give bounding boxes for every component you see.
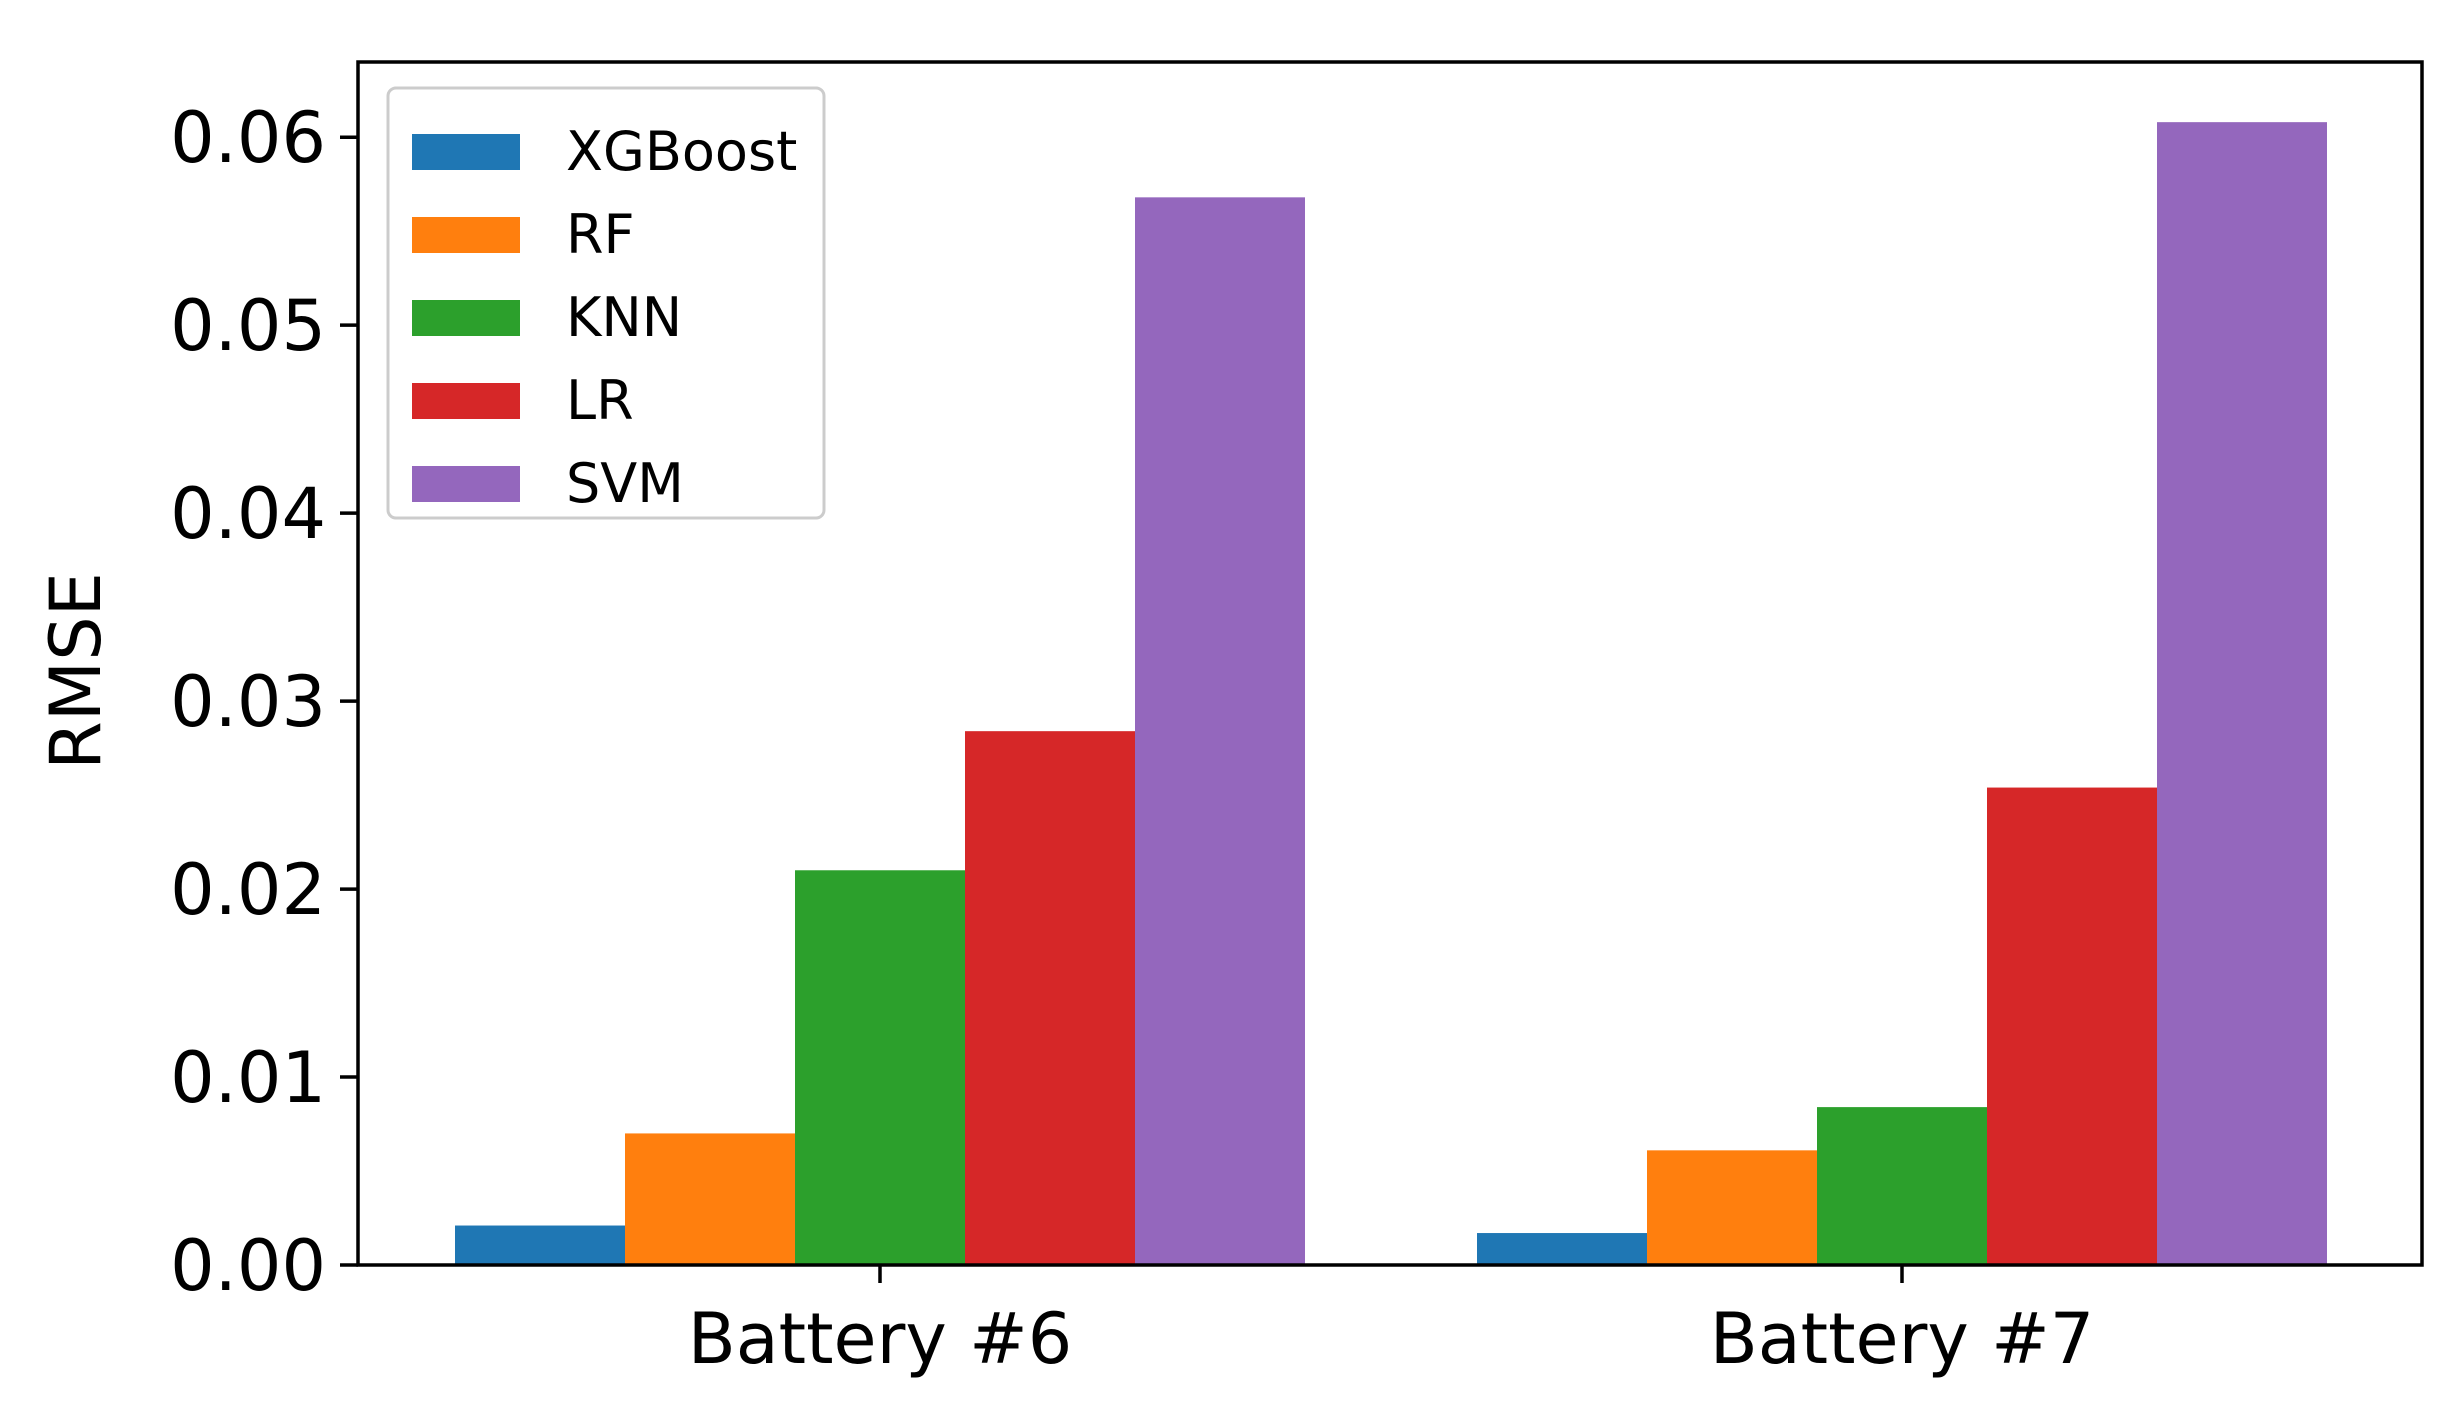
legend: XGBoost RF KNN LR SVM: [386, 86, 826, 520]
x-tick-label: Battery #7: [1710, 1298, 2095, 1380]
y-tick-label: 0.06: [170, 97, 326, 179]
bar-rf-2: [1647, 1150, 1817, 1265]
y-tick-label: 0.03: [170, 661, 326, 743]
bar-svm-2: [2157, 122, 2327, 1265]
bar-knn-1: [795, 870, 965, 1265]
bar-xgboost-2: [1477, 1233, 1647, 1265]
bars-group: [455, 122, 2327, 1265]
legend-label-rf: RF: [566, 203, 635, 266]
bar-knn-2: [1817, 1107, 1987, 1265]
legend-swatch-svm: [412, 466, 520, 502]
axes-group: [356, 60, 2424, 1267]
bar-lr-2: [1987, 787, 2157, 1265]
legend-swatch-knn: [412, 300, 520, 336]
y-tick-label: 0.04: [170, 473, 326, 555]
x-tick-label: Battery #6: [688, 1298, 1073, 1380]
bar-xgboost-1: [455, 1225, 625, 1265]
legend-swatch-lr: [412, 383, 520, 419]
legend-label-knn: KNN: [566, 286, 682, 349]
legend-label-svm: SVM: [566, 452, 684, 515]
legend-label-lr: LR: [566, 369, 634, 432]
y-tick-label: 0.01: [170, 1037, 326, 1119]
y-tick-label: 0.02: [170, 849, 326, 931]
y-tick-label: 0.00: [170, 1225, 326, 1307]
bar-rf-1: [625, 1133, 795, 1265]
y-tick-label: 0.05: [170, 285, 326, 367]
ticks-group: 0.00 0.01 0.02 0.03 0.04 0.05 0.06 Battery #6 Ba…: [170, 97, 2094, 1380]
legend-label-xgboost: XGBoost: [566, 120, 797, 183]
bar-lr-1: [965, 731, 1135, 1265]
legend-swatch-rf: [412, 217, 520, 253]
bar-svm-1: [1135, 197, 1305, 1265]
plot-frame: [356, 60, 2424, 1267]
y-axis-label: RMSE: [35, 572, 117, 770]
legend-swatch-xgboost: [412, 134, 520, 170]
